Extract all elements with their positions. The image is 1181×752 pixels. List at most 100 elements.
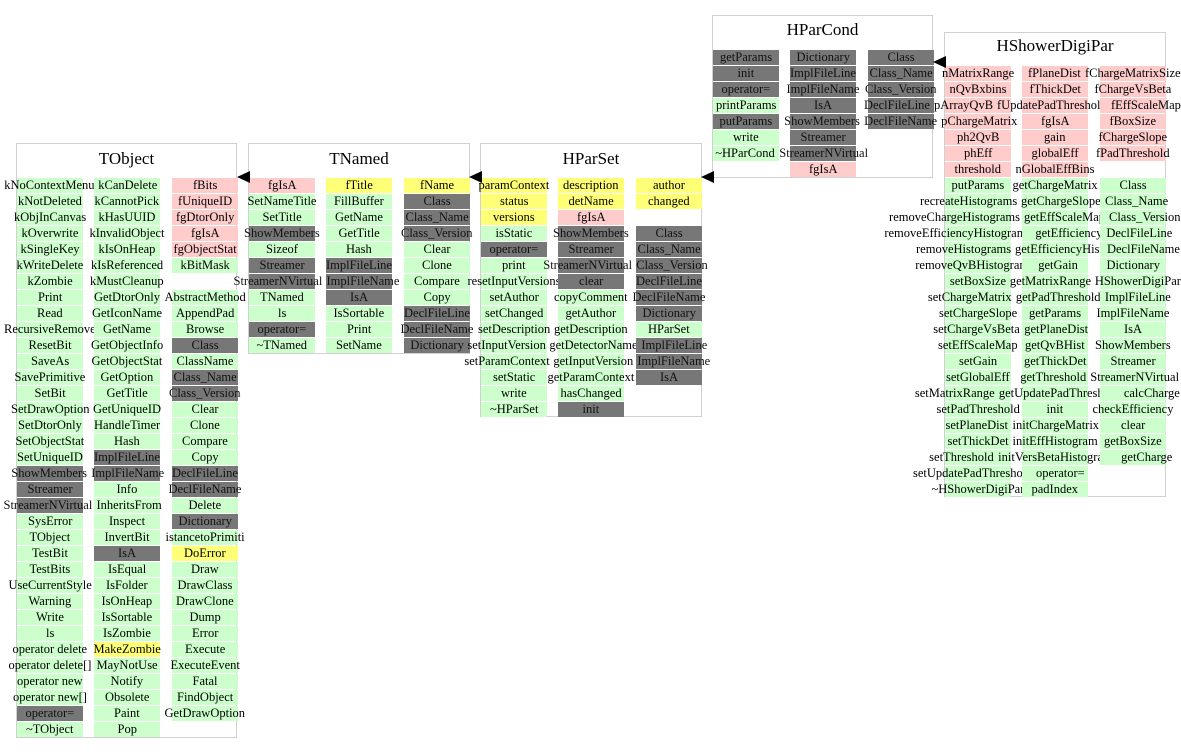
- class-member[interactable]: setDescription: [478, 322, 550, 337]
- class-member[interactable]: GetObjectStat: [92, 354, 162, 369]
- class-member[interactable]: TNamed: [249, 290, 315, 305]
- class-member[interactable]: DeclFileLine: [404, 306, 470, 321]
- class-member[interactable]: ShowMembers: [784, 114, 860, 129]
- class-member[interactable]: Error: [172, 626, 238, 641]
- class-member[interactable]: Pop: [94, 722, 160, 737]
- class-member[interactable]: fgDtorOnly: [172, 210, 238, 225]
- class-member[interactable]: fThickDet: [1022, 82, 1088, 97]
- class-member[interactable]: Sizeof: [249, 242, 315, 257]
- class-member[interactable]: changed: [636, 194, 702, 209]
- class-member[interactable]: fPadThreshold: [1096, 146, 1170, 161]
- class-member[interactable]: getParams: [713, 50, 779, 65]
- class-member[interactable]: Info: [94, 482, 160, 497]
- class-member[interactable]: getPlaneDist: [1022, 322, 1088, 337]
- class-member[interactable]: initChargeMatrix: [1013, 418, 1099, 433]
- class-member[interactable]: Streamer: [1100, 354, 1166, 369]
- class-member[interactable]: setPlaneDist: [945, 418, 1011, 433]
- class-member[interactable]: getPadThreshold: [1016, 290, 1101, 305]
- class-member[interactable]: SaveAs: [17, 354, 83, 369]
- class-member[interactable]: copyComment: [554, 290, 628, 305]
- class-member[interactable]: Compare: [172, 434, 238, 449]
- class-member[interactable]: getEfficiency: [1022, 226, 1102, 241]
- class-member[interactable]: getMatrixRange: [1010, 274, 1091, 289]
- class-member[interactable]: Class_Version: [401, 226, 473, 241]
- class-member[interactable]: Clear: [404, 242, 470, 257]
- class-member[interactable]: setChargeVsBeta: [933, 322, 1020, 337]
- class-member[interactable]: ImplFileLine: [94, 450, 160, 465]
- class-member[interactable]: ImplFileLine: [636, 338, 707, 353]
- class-member[interactable]: DeclFileLine: [1100, 226, 1172, 241]
- class-member[interactable]: MakeZombie: [94, 642, 161, 657]
- class-member[interactable]: kNoContextMenu: [4, 178, 95, 193]
- class-member[interactable]: Class: [636, 226, 702, 241]
- class-member[interactable]: HandleTimer: [94, 418, 160, 433]
- class-member[interactable]: getDetectorName: [549, 338, 638, 353]
- class-member[interactable]: pArrayQvB: [934, 98, 1011, 113]
- class-box-hparcond[interactable]: HParCond getParams init operator= printParam…: [712, 15, 937, 178]
- class-member[interactable]: kZombie: [17, 274, 83, 289]
- class-member[interactable]: setEffScaleMap: [938, 338, 1018, 353]
- class-member[interactable]: kOverwrite: [17, 226, 83, 241]
- class-member[interactable]: getDescription: [554, 322, 628, 337]
- class-member[interactable]: ls: [249, 306, 315, 321]
- class-member[interactable]: DeclFileName: [633, 290, 705, 305]
- class-member[interactable]: operator=: [17, 706, 83, 721]
- class-member[interactable]: ImplFileName: [91, 466, 164, 481]
- class-member[interactable]: SetDtorOnly: [17, 418, 83, 433]
- class-member[interactable]: getEfficiencyHist: [1015, 242, 1103, 257]
- class-member[interactable]: ls: [17, 626, 83, 641]
- class-member[interactable]: DoError: [172, 546, 238, 561]
- class-member[interactable]: ShowMembers: [553, 226, 629, 241]
- class-member[interactable]: IsOnHeap: [94, 594, 160, 609]
- class-member[interactable]: HParSet: [636, 322, 702, 337]
- class-member[interactable]: Class: [868, 50, 934, 65]
- class-member[interactable]: Clone: [172, 418, 238, 433]
- class-member[interactable]: DeclFileName: [1100, 242, 1180, 257]
- class-member[interactable]: GetDtorOnly: [94, 290, 160, 305]
- class-member[interactable]: InvertBit: [94, 530, 160, 545]
- class-member[interactable]: fTitle: [326, 178, 392, 193]
- class-member[interactable]: phEff: [945, 146, 1011, 161]
- class-member[interactable]: getThreshold: [1020, 370, 1088, 385]
- class-member[interactable]: DeclFileLine: [864, 98, 934, 113]
- class-member[interactable]: threshold: [945, 162, 1011, 177]
- class-member[interactable]: Class_Name: [172, 370, 238, 385]
- class-member[interactable]: Hash: [94, 434, 160, 449]
- class-member[interactable]: Warning: [17, 594, 83, 609]
- class-member[interactable]: setAuthor: [481, 290, 547, 305]
- class-member[interactable]: fgObjectStat: [172, 242, 238, 257]
- class-member[interactable]: Write: [17, 610, 83, 625]
- class-member[interactable]: Streamer: [558, 242, 624, 257]
- class-member[interactable]: SetObjectStat: [16, 434, 84, 449]
- class-member[interactable]: getCharge: [1100, 450, 1172, 465]
- class-member[interactable]: ImplFileLine: [1100, 290, 1171, 305]
- class-member[interactable]: Class_Version: [636, 258, 708, 273]
- class-member[interactable]: getInputVersion: [553, 354, 633, 369]
- class-member[interactable]: Class_Name: [1100, 194, 1168, 209]
- class-member[interactable]: Class_Version: [865, 82, 937, 97]
- class-member[interactable]: ExecuteEvent: [171, 658, 240, 673]
- class-member[interactable]: kSingleKey: [17, 242, 83, 257]
- class-member[interactable]: IsFolder: [94, 578, 160, 593]
- class-member[interactable]: fChargeMatrixSize: [1085, 66, 1181, 81]
- class-member[interactable]: operator delete[]: [9, 658, 91, 673]
- class-member[interactable]: paramContext: [479, 178, 549, 193]
- class-member[interactable]: gain: [1022, 130, 1088, 145]
- class-member[interactable]: nQvBxbins: [945, 82, 1011, 97]
- class-member[interactable]: Class_Version: [169, 386, 241, 401]
- class-member[interactable]: removeChargeHistograms: [889, 210, 1020, 225]
- class-member[interactable]: kCannotPick: [94, 194, 160, 209]
- class-member[interactable]: initVersBetaHistograms: [998, 450, 1118, 465]
- class-member[interactable]: kObjInCanvas: [14, 210, 86, 225]
- class-member[interactable]: ~TNamed: [249, 338, 315, 353]
- class-member[interactable]: SetName: [326, 338, 392, 353]
- class-member[interactable]: fBits: [172, 178, 238, 193]
- class-member[interactable]: removeEfficiencyHistograms: [884, 226, 1031, 241]
- class-member[interactable]: Class_Name: [636, 242, 702, 257]
- class-member[interactable]: AbstractMethod: [165, 290, 246, 305]
- class-member[interactable]: author: [636, 178, 702, 193]
- class-member[interactable]: setPadThreshold: [937, 402, 1020, 417]
- class-member[interactable]: DeclFileName: [864, 114, 937, 129]
- class-member[interactable]: GetObjectInfo: [91, 338, 163, 353]
- class-member[interactable]: kNotDeleted: [17, 194, 83, 209]
